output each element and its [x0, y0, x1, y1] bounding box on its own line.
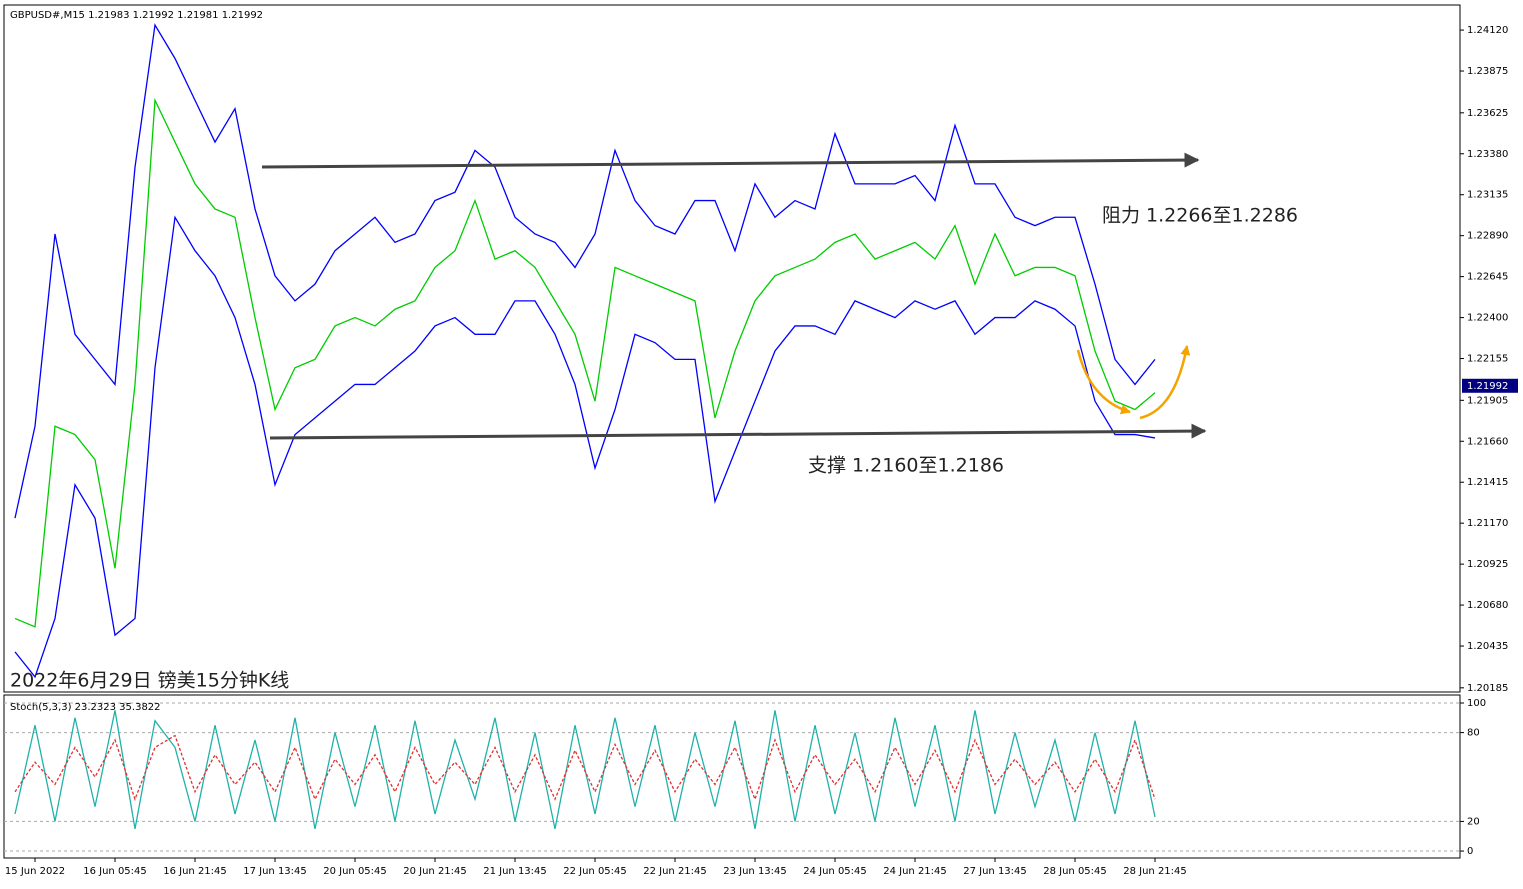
x-tick-label: 21 Jun 13:45 — [483, 866, 547, 877]
x-tick-label: 20 Jun 21:45 — [403, 866, 467, 877]
x-tick-label: 23 Jun 13:45 — [723, 866, 787, 877]
y-tick-label: 1.23135 — [1467, 190, 1508, 201]
y-tick-label: 1.21660 — [1467, 436, 1508, 447]
last-price-label: 1.21992 — [1467, 381, 1508, 392]
y-tick-label: 1.20185 — [1467, 683, 1508, 694]
stoch-header: Stoch(5,3,3) 23.2323 35.3822 — [10, 702, 161, 713]
chart-caption: 2022年6月29日 镑美15分钟K线 — [10, 670, 289, 692]
y-tick-label: 1.22890 — [1467, 231, 1508, 242]
series-line — [14, 215, 1156, 679]
x-tick-label: 16 Jun 05:45 — [83, 866, 147, 877]
y-tick-label: 1.23625 — [1467, 108, 1508, 119]
y-tick-label: 80 — [1467, 728, 1480, 739]
y-tick-label: 1.20925 — [1467, 559, 1508, 570]
bottom-arrow — [1076, 349, 1131, 415]
y-tick-label: 1.20435 — [1467, 641, 1508, 652]
y-tick-label: 0 — [1467, 846, 1473, 857]
series-line — [14, 23, 1156, 519]
resistance-label: 阻力 1.2266至1.2286 — [1102, 205, 1298, 227]
support-line — [269, 423, 1207, 440]
y-tick-label: 1.20680 — [1467, 600, 1508, 611]
y-tick-label: 1.21905 — [1467, 395, 1508, 406]
x-tick-label: 15 Jun 2022 — [5, 866, 65, 877]
x-tick-label: 20 Jun 05:45 — [323, 866, 387, 877]
x-tick-label: 27 Jun 13:45 — [963, 866, 1027, 877]
y-tick-label: 1.24120 — [1467, 25, 1508, 36]
x-tick-label: 24 Jun 05:45 — [803, 866, 867, 877]
x-tick-label: 24 Jun 21:45 — [883, 866, 947, 877]
plot: 1.24120 1.23875 1.23625 1.23380 1.23135 1.228… — [4, 23, 1518, 877]
y-tick-label: 1.21415 — [1467, 477, 1508, 488]
x-tick-label: 22 Jun 05:45 — [563, 866, 627, 877]
y-tick-label: 1.22400 — [1467, 313, 1508, 324]
y-tick-label: 1.23875 — [1467, 66, 1508, 77]
price-panel — [3, 4, 1461, 693]
y-tick-label: 100 — [1467, 698, 1486, 709]
x-tick-label: 28 Jun 05:45 — [1043, 866, 1107, 877]
last-price-tag — [1462, 378, 1518, 393]
stoch-panel — [3, 694, 1461, 859]
symbol-header: GBPUSD#,M15 1.21983 1.21992 1.21981 1.21… — [10, 10, 263, 21]
y-tick-label: 1.21170 — [1467, 518, 1508, 529]
x-tick-label: 28 Jun 21:45 — [1123, 866, 1187, 877]
y-tick-label: 1.22645 — [1467, 272, 1508, 283]
y-tick-label: 1.23380 — [1467, 149, 1508, 160]
support-label: 支撑 1.2160至1.2186 — [808, 455, 1004, 477]
x-tick-label: 16 Jun 21:45 — [163, 866, 227, 877]
series-line — [14, 97, 1156, 628]
y-tick-label: 1.22155 — [1467, 354, 1508, 365]
resistance-line — [261, 152, 1200, 169]
y-tick-label: 20 — [1467, 816, 1480, 827]
x-tick-label: 17 Jun 13:45 — [243, 866, 307, 877]
x-tick-label: 22 Jun 21:45 — [643, 866, 707, 877]
series-line — [14, 734, 1156, 802]
up-arrow — [1139, 345, 1191, 420]
